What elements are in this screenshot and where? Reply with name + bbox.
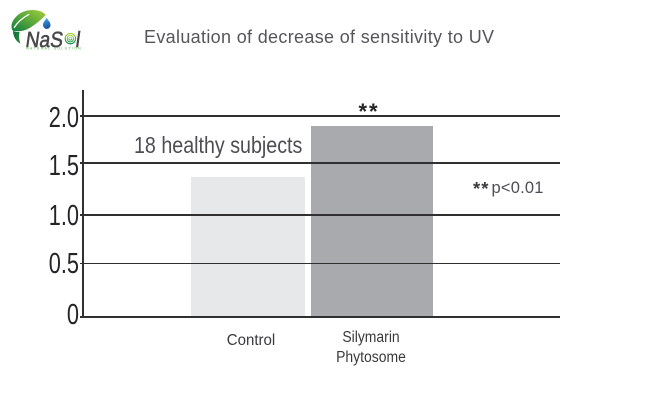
svg-text:NaS: NaS xyxy=(24,28,65,52)
svg-text:l: l xyxy=(74,28,82,52)
svg-text:NATURAL SOLUTION: NATURAL SOLUTION xyxy=(26,47,81,51)
